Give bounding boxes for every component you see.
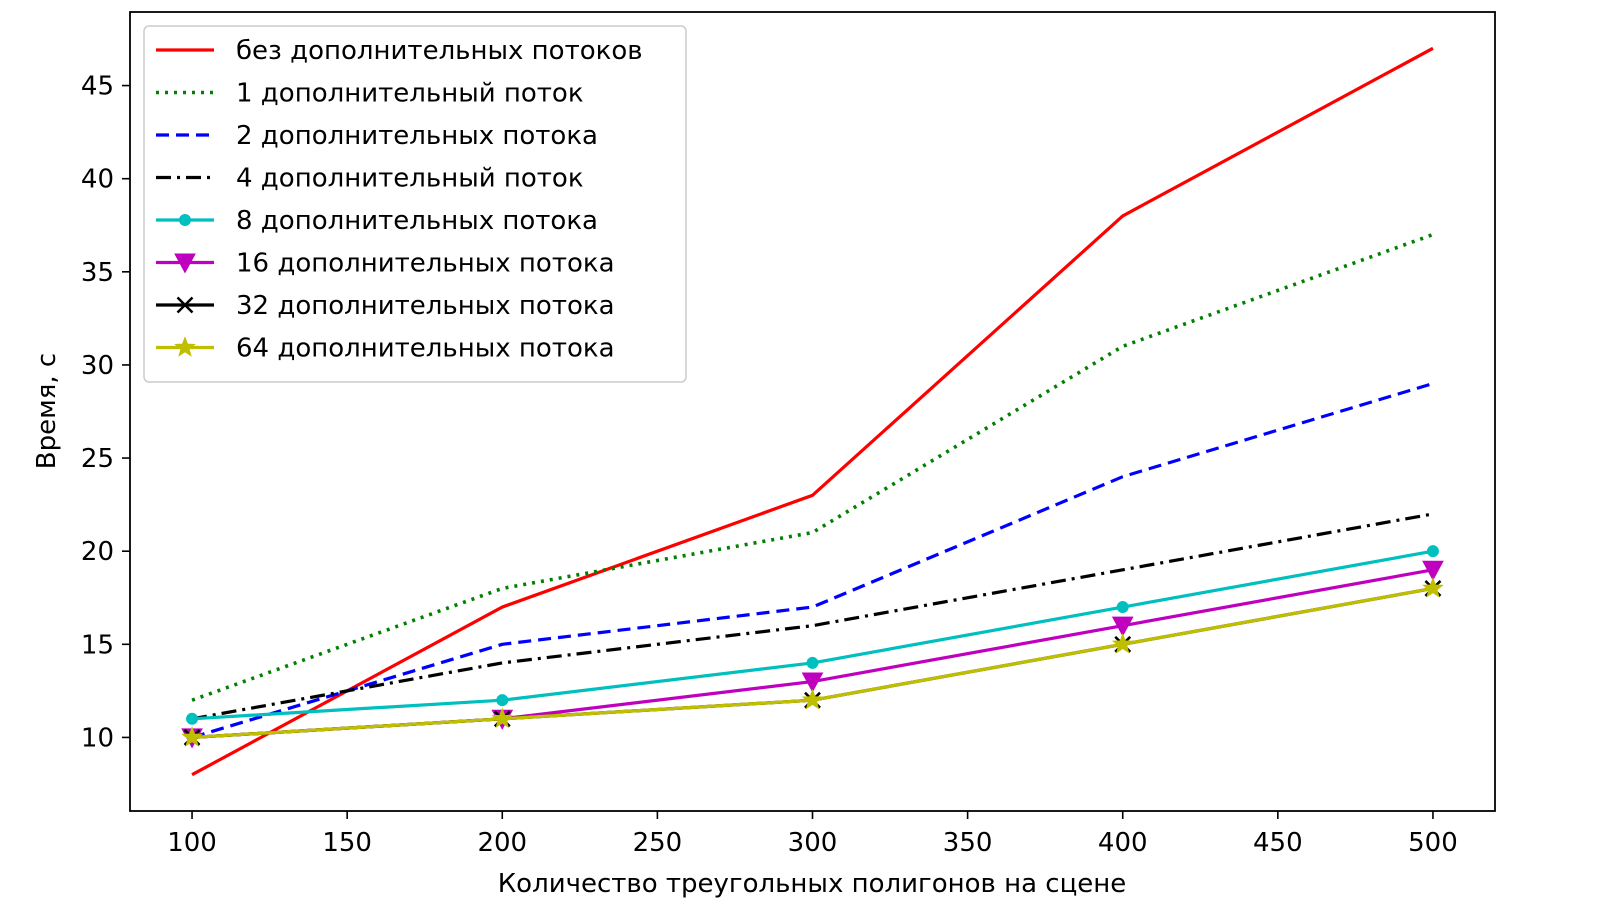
y-tick-label: 25 (81, 444, 114, 474)
y-tick-label: 20 (81, 537, 114, 567)
legend-label: 2 дополнительных потока (236, 121, 598, 151)
legend-item: без дополнительных потоков (156, 36, 643, 66)
y-tick-label: 35 (81, 258, 114, 288)
data-point (181, 726, 203, 747)
legend-label: 4 дополнительный поток (236, 164, 584, 194)
legend-label: 32 дополнительных потока (236, 291, 615, 321)
x-tick-label: 250 (633, 828, 683, 858)
data-point (186, 712, 199, 725)
x-axis-ticks: 100 150 200 250 300 350 400 450 500 (167, 811, 1458, 858)
data-point (806, 656, 819, 669)
x-axis-title: Количество треугольных полигонов на сцен… (498, 869, 1127, 899)
series-line-1 (191, 46, 1434, 777)
legend-marker (176, 296, 194, 314)
x-tick-label: 450 (1253, 828, 1303, 858)
legend-box (143, 25, 687, 383)
y-tick-label: 40 (81, 165, 114, 195)
legend-marker (174, 253, 196, 274)
data-point (496, 694, 509, 707)
legend-item: 32 дополнительных потока (156, 291, 615, 321)
y-tick-label: 45 (81, 72, 114, 102)
data-point (1426, 545, 1439, 558)
series-5 (186, 545, 1439, 725)
legend-item: 64 дополнительных потока (156, 334, 615, 364)
data-point (1422, 560, 1444, 581)
data-point (801, 688, 824, 710)
x-tick-label: 300 (788, 828, 838, 858)
legend: без дополнительных потоков 1 дополнительн… (143, 25, 687, 383)
x-tick-label: 100 (167, 828, 217, 858)
x-tick-label: 400 (1098, 828, 1148, 858)
legend-marker (174, 336, 196, 357)
plot-series-group (181, 46, 1444, 777)
legend-label: 8 дополнительных потока (236, 206, 598, 236)
series-line-3 (191, 382, 1434, 739)
series-3 (191, 382, 1434, 739)
series-line-2 (191, 232, 1434, 702)
y-tick-label: 10 (81, 723, 114, 753)
legend-label: 64 дополнительных потока (236, 334, 615, 364)
x-tick-label: 200 (477, 828, 527, 858)
data-point (1111, 616, 1134, 637)
legend-item: 8 дополнительных потока (156, 206, 598, 236)
series-line-6 (191, 568, 1434, 740)
legend-label: 16 дополнительных потока (236, 249, 615, 279)
legend-item: 16 дополнительных потока (156, 249, 615, 279)
data-point (491, 707, 514, 729)
legend-item: 4 дополнительный поток (156, 164, 584, 194)
series-line-4 (191, 512, 1434, 721)
y-tick-label: 15 (81, 630, 114, 660)
legend-marker (179, 214, 191, 226)
series-8 (181, 576, 1444, 747)
series-2 (191, 232, 1434, 702)
data-point (1111, 632, 1134, 654)
series-4 (191, 512, 1434, 721)
data-point (1422, 576, 1444, 598)
legend-item: 1 дополнительный поток (156, 79, 584, 109)
y-axis-title: Время, с (32, 353, 62, 469)
data-point (1116, 601, 1129, 614)
y-axis-ticks: 10 15 20 25 30 35 40 45 (81, 72, 130, 753)
y-tick-label: 30 (81, 351, 114, 381)
legend-label: 1 дополнительный поток (236, 79, 584, 109)
series-1 (191, 46, 1434, 777)
legend-item: 2 дополнительных потока (156, 121, 598, 151)
x-tick-label: 500 (1408, 828, 1458, 858)
data-point (801, 672, 824, 693)
x-tick-label: 150 (322, 828, 372, 858)
x-tick-label: 350 (943, 828, 993, 858)
series-6 (181, 560, 1444, 749)
legend-label: без дополнительных потоков (236, 36, 643, 66)
